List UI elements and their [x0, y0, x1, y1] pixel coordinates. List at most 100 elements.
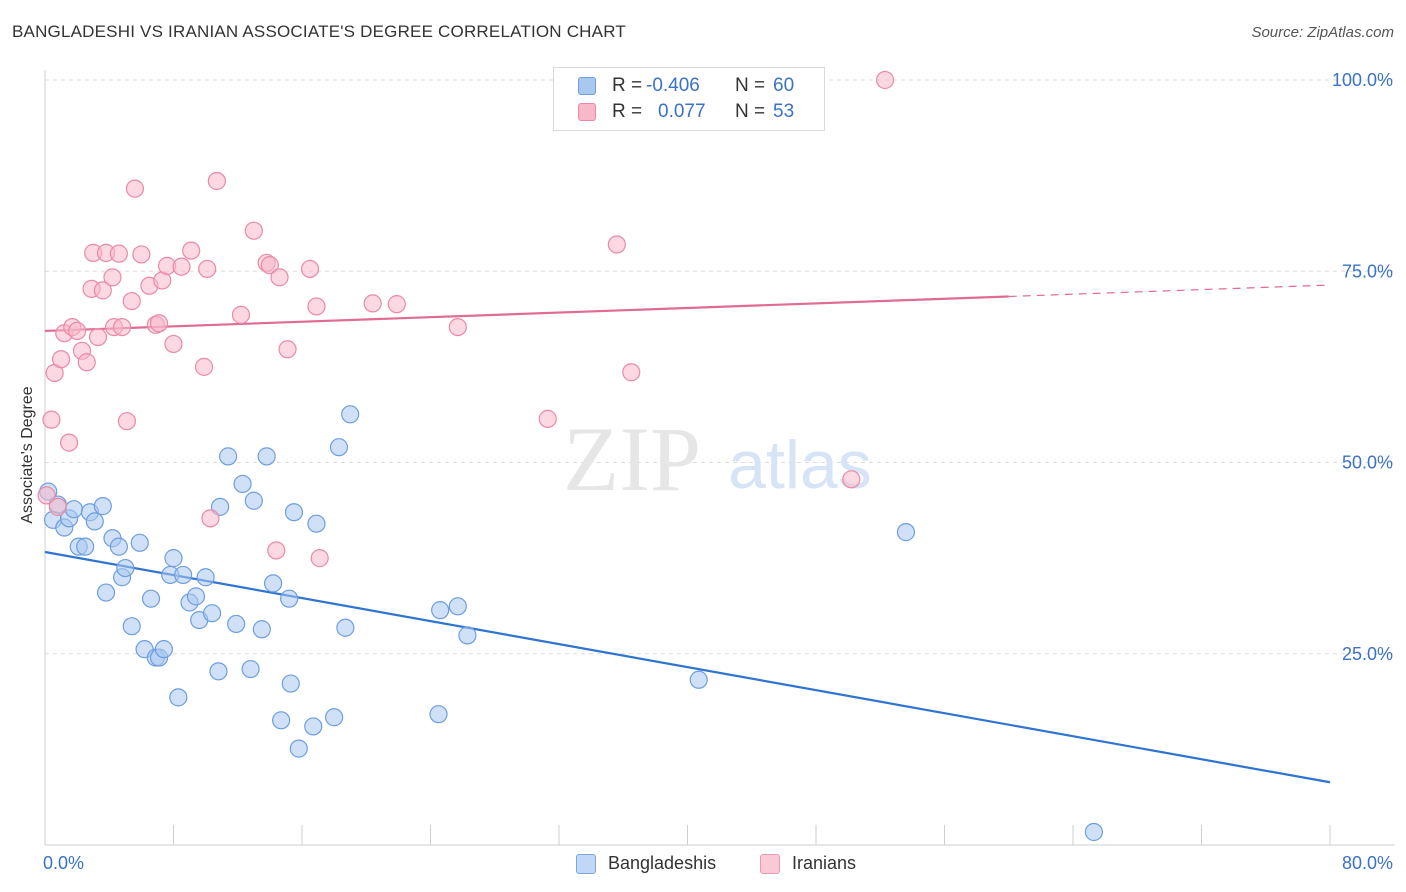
bangladeshi-point: [227, 614, 246, 634]
legend-swatch-bangladeshis: [576, 854, 596, 874]
bangladeshi-point: [209, 662, 228, 681]
stats-swatch-bangladeshis: [578, 77, 596, 95]
iranian-point: [59, 433, 79, 452]
legend-label: Iranians: [792, 853, 857, 873]
tick-labels: 25.0% 50.0% 75.0% 100.0% 0.0% 80.0%: [43, 70, 1393, 873]
bangladeshi-point: [257, 447, 276, 466]
iranian-point: [387, 295, 406, 314]
bangladeshi-point: [458, 626, 477, 645]
iranian-point: [182, 241, 201, 260]
bangladeshi-point: [96, 583, 116, 602]
iranian-point: [310, 549, 329, 568]
iranian-point: [122, 291, 141, 311]
legend-swatch-iranians: [760, 854, 780, 874]
bangladeshi-point: [263, 574, 283, 593]
bangladeshi-point: [307, 514, 326, 533]
x-tick-label: 80.0%: [1342, 853, 1393, 873]
watermark-atlas: atlas: [728, 427, 872, 503]
bangladeshi-point: [329, 438, 349, 457]
bangladeshi-point: [64, 500, 84, 519]
iranian-point: [68, 321, 87, 341]
r-value: -0.406: [646, 75, 700, 96]
iranian-point: [149, 314, 169, 333]
iranian-point: [93, 281, 112, 300]
iranian-point: [363, 294, 382, 313]
iranian-point: [448, 317, 467, 337]
r-value: 0.077: [658, 101, 706, 122]
bangladeshi-point: [109, 537, 128, 556]
iranian-point: [607, 235, 626, 254]
source-label: Source: ZipAtlas.com: [1251, 24, 1394, 41]
bangladeshi-point: [281, 674, 300, 693]
bangladeshi-point: [93, 497, 112, 516]
stats-swatch-iranians: [578, 103, 596, 121]
x-tick-label: 0.0%: [43, 853, 84, 873]
bangladeshi-point: [76, 537, 95, 556]
bangladeshi-trend-line: [44, 550, 1331, 784]
trend-lines: [44, 284, 1331, 784]
iranian-point: [842, 470, 861, 489]
iranian-trend-line: [44, 295, 1009, 333]
iranian-point: [260, 256, 279, 275]
iranian-point: [278, 340, 297, 359]
bangladeshi-point: [169, 688, 188, 707]
iranian-point: [42, 410, 61, 429]
iranian-point: [231, 305, 251, 324]
bangladeshi-point: [272, 711, 291, 730]
iranian-point: [267, 541, 286, 560]
iranian-point: [194, 357, 214, 376]
bangladeshi-point: [219, 447, 238, 466]
iranian-point: [109, 244, 128, 263]
n-value: 60: [773, 75, 795, 96]
bangladeshi-point: [116, 558, 135, 578]
iranian-point: [117, 412, 137, 431]
bangladeshi-point: [304, 717, 323, 736]
bangladeshi-point: [164, 549, 183, 568]
bangladeshi-point: [341, 405, 360, 424]
iranian-point: [270, 268, 289, 287]
iranian-trend-extension: [1008, 284, 1331, 298]
bangladeshi-point: [202, 604, 222, 623]
bangladeshi-point: [174, 565, 193, 585]
bangladeshi-point: [122, 617, 141, 636]
grid-lines: [45, 79, 1395, 655]
stats-box: R = -0.406 N = 60 R = 0.077 N = 53: [553, 67, 825, 131]
legend-label: Bangladeshis: [608, 853, 717, 873]
bangladeshi-point: [1084, 822, 1103, 842]
bangladeshi-point: [336, 618, 355, 637]
legend-item-bangladeshis: Bangladeshis: [576, 852, 746, 876]
n-label: N =: [735, 101, 766, 122]
bangladeshi-point: [85, 512, 104, 531]
iranian-point: [132, 245, 151, 264]
bangladeshi-point: [252, 620, 271, 639]
iranian-point: [538, 409, 557, 428]
bangladeshi-point: [284, 503, 304, 522]
iranian-point: [164, 334, 183, 354]
bangladeshi-point: [429, 705, 448, 724]
y-tick-label: 75.0%: [1342, 261, 1393, 281]
chart-title: BANGLADESHI VS IRANIAN ASSOCIATE'S DEGRE…: [12, 22, 626, 41]
iranian-point: [198, 259, 217, 279]
iranian-point: [51, 350, 71, 369]
bangladeshi-point: [325, 708, 344, 727]
iranian-point: [48, 497, 67, 516]
iranian-point: [244, 221, 263, 240]
r-label: R =: [612, 101, 643, 122]
iranian-point: [88, 327, 108, 347]
bangladeshi-point: [244, 491, 263, 510]
y-tick-label: 100.0%: [1332, 70, 1393, 90]
bangladeshi-point: [280, 589, 299, 608]
r-label: R =: [612, 75, 643, 96]
iranian-point: [172, 257, 191, 276]
iranian-point: [875, 70, 895, 90]
n-label: N =: [735, 75, 766, 96]
bangladeshi-point: [233, 474, 252, 494]
bangladeshi-point: [448, 597, 467, 616]
bangladeshi-point: [241, 659, 260, 679]
bangladeshi-point: [141, 589, 161, 608]
bangladeshi-point: [289, 739, 308, 758]
iranian-point: [300, 259, 320, 279]
bangladeshi-point: [196, 568, 215, 587]
bangladeshi-point: [154, 640, 173, 659]
